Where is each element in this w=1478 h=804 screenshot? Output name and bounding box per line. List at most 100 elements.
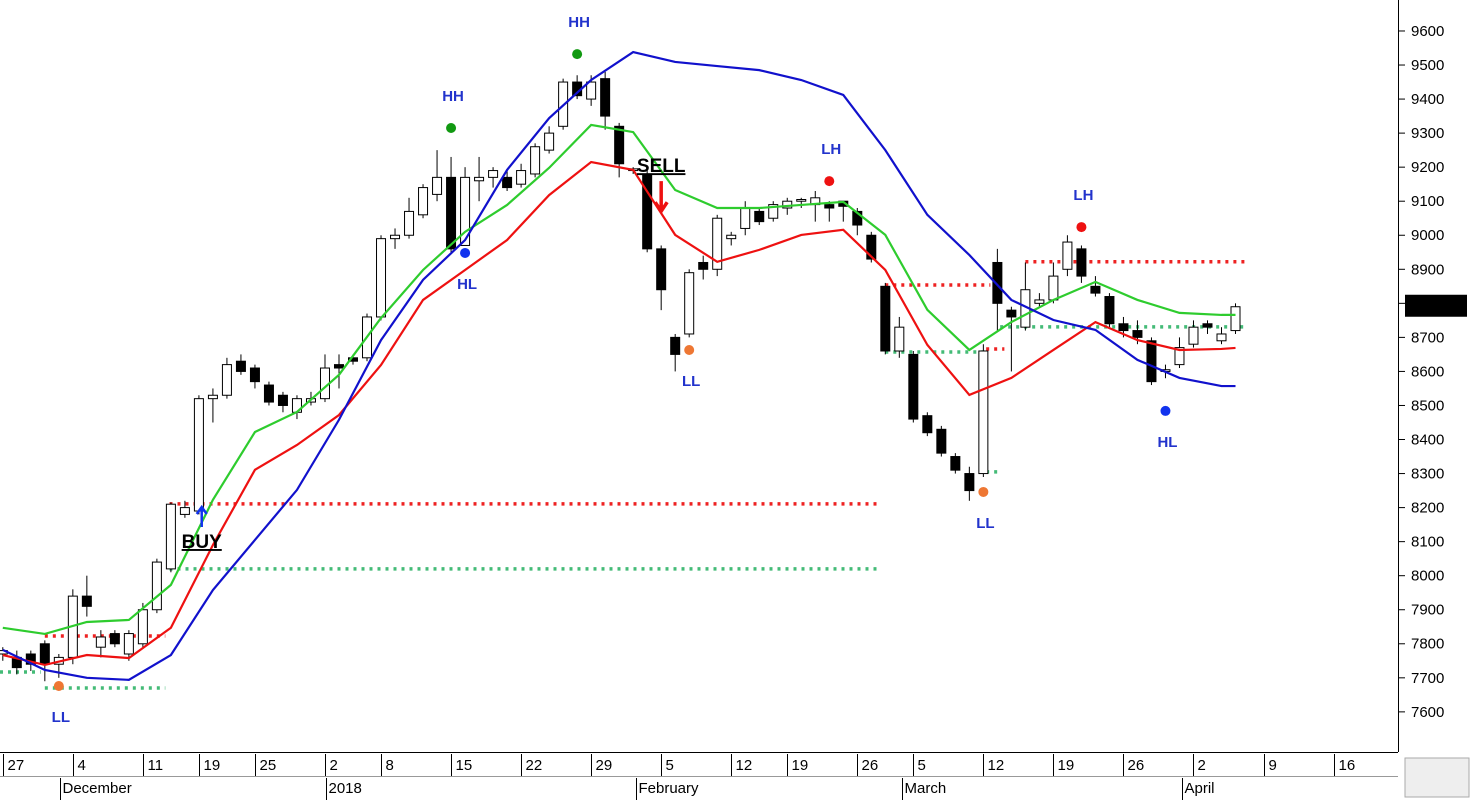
y-tick-label: 8600 [1411,363,1444,380]
month-label: February [639,780,700,797]
candle-body [740,207,751,229]
candle-body [936,428,947,454]
candle-body [1230,306,1241,332]
candle-body [1202,323,1213,328]
candle-body [908,353,919,420]
candle-body [1062,241,1073,270]
x-tick-label: 5 [918,757,926,774]
y-tick-label: 9300 [1411,125,1444,142]
candle-body [1132,330,1143,338]
candle-body [852,210,863,226]
signal-label: SELL [637,156,686,177]
x-tick-label: 29 [596,757,613,774]
candle-body [263,384,274,403]
candle-body [404,210,415,236]
x-tick-label: 12 [988,757,1005,774]
y-tick-label: 7600 [1411,704,1444,721]
y-tick-label: 8900 [1411,261,1444,278]
month-label: 2018 [329,780,362,797]
candle-body [95,636,106,648]
candle-body [432,176,443,195]
candle-body [978,350,989,475]
candle-body [474,176,485,182]
x-tick-label: 5 [666,757,674,774]
candle-body [516,170,527,185]
pivot-label: LL [682,373,700,390]
ma-line [2,50,1236,681]
candle-body [137,609,148,645]
candle-body [922,415,933,434]
signal-label: BUY [182,532,222,553]
last-price-label: 8792.91 [1411,297,1462,313]
pivot-label: HL [457,276,477,293]
candle-body [754,210,765,223]
pivot-dot [824,176,835,187]
candle-body [390,234,401,240]
pivot-dot [53,680,64,691]
y-tick-label: 7900 [1411,602,1444,619]
x-tick-label: 15 [456,757,473,774]
last-price-box [1405,294,1467,317]
candle-body [726,234,737,240]
x-tick-label: 26 [862,757,879,774]
x-tick-label: 11 [148,757,164,774]
x-tick-label: 2 [330,757,338,774]
x-tick-label: 27 [8,757,25,774]
candle-body [333,364,344,369]
y-tick-label: 8100 [1411,534,1444,551]
candle-body [1048,275,1059,301]
candle-body [544,132,555,151]
candle-body [502,176,513,189]
candle-body [866,234,877,260]
x-tick-label: 19 [204,757,221,774]
candle-body [600,78,611,117]
y-tick-label: 9200 [1411,159,1444,176]
candle-body [39,643,50,665]
month-label: April [1185,780,1215,797]
candle-body [249,367,260,383]
candle-body [894,326,905,352]
pivot-dot [572,49,583,60]
candle-body [1118,323,1129,332]
x-tick-label: 26 [1128,757,1145,774]
x-tick-label: 19 [792,757,809,774]
y-tick-label: 7700 [1411,670,1444,687]
y-tick-label: 7800 [1411,636,1444,653]
y-tick-label: 9000 [1411,227,1444,244]
candle-body [1104,296,1115,325]
candle-body [880,285,891,352]
candle-body [530,146,541,175]
y-tick-label: 9500 [1411,57,1444,74]
y-tick-label: 8200 [1411,500,1444,517]
x-tick-label: 19 [1058,757,1075,774]
candle-body [207,394,218,400]
candle-body [796,199,807,202]
corner-box [1404,757,1470,798]
candle-body [768,204,779,219]
candle-body [698,261,709,270]
month-label: December [63,780,132,797]
candle-body [670,336,681,355]
candle-body [1174,347,1185,366]
x-tick-label: 12 [736,757,753,774]
candle-body [1006,309,1017,318]
candle-body [656,248,667,291]
ma-line [2,160,1236,667]
candle-body [1188,326,1199,345]
candle-body [376,238,387,318]
signal-arrow [653,181,669,215]
pivot-dot [1160,405,1171,416]
y-tick-label: 8000 [1411,568,1444,585]
candle-body [964,473,975,492]
candle-body [165,503,176,570]
x-tick-label: 2 [1198,757,1206,774]
candle-body [586,81,597,100]
candle-body [460,176,471,246]
pivot-label: LH [1073,187,1093,204]
y-tick-label: 9400 [1411,91,1444,108]
candle-body [712,217,723,270]
candle-body [418,187,429,216]
x-tick-label: 22 [526,757,543,774]
y-tick-label: 8300 [1411,466,1444,483]
